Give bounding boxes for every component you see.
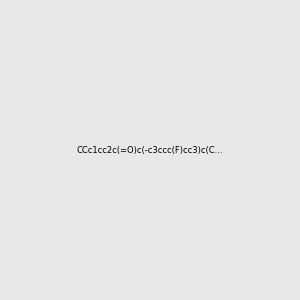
Text: CCc1cc2c(=O)c(-c3ccc(F)cc3)c(C...: CCc1cc2c(=O)c(-c3ccc(F)cc3)c(C...	[77, 146, 223, 154]
